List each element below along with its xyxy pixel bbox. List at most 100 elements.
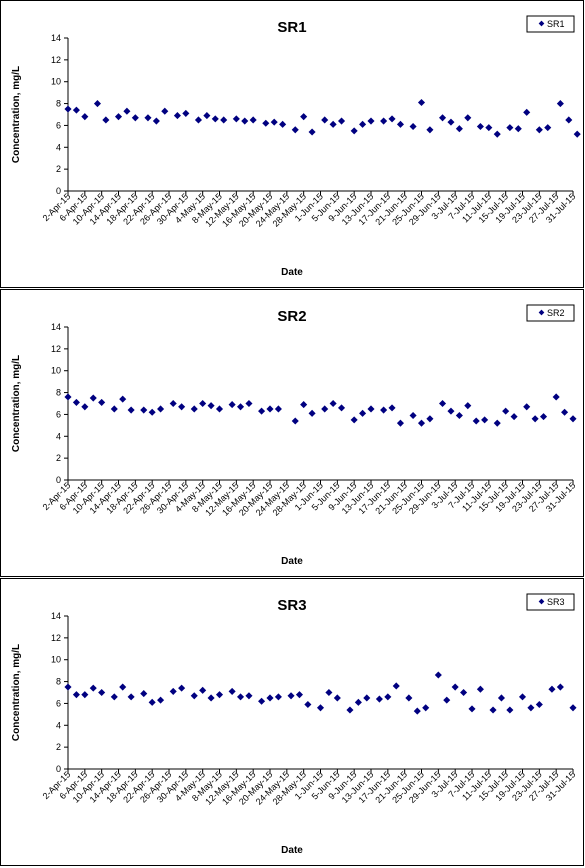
data-point bbox=[380, 117, 388, 125]
data-point bbox=[291, 417, 299, 425]
data-point bbox=[527, 704, 535, 712]
y-tick-label: 4 bbox=[56, 142, 61, 152]
data-point bbox=[144, 114, 152, 122]
data-point bbox=[215, 691, 224, 699]
data-point bbox=[531, 415, 539, 423]
data-point bbox=[123, 107, 131, 115]
data-point bbox=[502, 407, 510, 415]
data-point bbox=[228, 401, 236, 409]
legend-box bbox=[526, 593, 575, 611]
data-point bbox=[493, 419, 501, 427]
legend-marker bbox=[538, 598, 545, 605]
y-tick-label: 2 bbox=[56, 453, 61, 463]
y-tick-label: 6 bbox=[56, 120, 61, 130]
data-point bbox=[321, 116, 329, 124]
data-point bbox=[199, 686, 207, 694]
data-point bbox=[110, 405, 118, 413]
data-point bbox=[417, 419, 426, 427]
data-point bbox=[514, 125, 522, 133]
data-point bbox=[249, 116, 257, 124]
data-point bbox=[178, 403, 186, 411]
data-point bbox=[451, 683, 459, 691]
data-point bbox=[98, 688, 106, 697]
data-point bbox=[476, 685, 484, 693]
data-point bbox=[64, 683, 72, 691]
data-point bbox=[333, 694, 341, 702]
data-point bbox=[194, 116, 202, 124]
x-axis-title: Date bbox=[281, 267, 303, 278]
data-point bbox=[485, 124, 493, 132]
y-tick-label: 8 bbox=[56, 677, 61, 687]
data-point bbox=[346, 706, 354, 714]
data-point bbox=[422, 704, 430, 712]
data-point bbox=[439, 114, 447, 122]
data-point bbox=[506, 706, 514, 714]
data-point bbox=[169, 399, 177, 408]
data-point bbox=[392, 682, 400, 690]
data-point bbox=[178, 684, 186, 692]
data-point bbox=[161, 107, 169, 115]
data-point bbox=[287, 692, 295, 700]
data-point bbox=[417, 98, 426, 107]
y-tick-label: 14 bbox=[51, 33, 61, 43]
data-point bbox=[304, 700, 312, 709]
data-point bbox=[127, 406, 135, 414]
data-point bbox=[228, 687, 236, 695]
data-point bbox=[119, 683, 127, 691]
data-point bbox=[291, 126, 299, 134]
y-tick-label: 6 bbox=[56, 409, 61, 419]
data-point bbox=[325, 688, 333, 697]
data-point bbox=[316, 704, 325, 712]
data-point bbox=[367, 117, 375, 125]
data-point bbox=[359, 120, 367, 128]
y-axis-title: Concentration, mg/L bbox=[11, 355, 22, 452]
data-point bbox=[173, 112, 181, 120]
data-point bbox=[380, 406, 388, 414]
y-axis-title: Concentration, mg/L bbox=[11, 644, 22, 741]
data-point bbox=[350, 416, 358, 424]
data-point bbox=[274, 405, 282, 413]
data-point bbox=[279, 120, 287, 128]
data-point bbox=[72, 106, 80, 114]
y-axis-title: Concentration, mg/L bbox=[11, 66, 22, 163]
data-point bbox=[245, 692, 253, 700]
y-tick-label: 10 bbox=[51, 366, 61, 376]
y-tick-label: 10 bbox=[51, 77, 61, 87]
data-point bbox=[359, 409, 367, 417]
data-point bbox=[270, 118, 278, 126]
data-point bbox=[338, 117, 346, 125]
data-point bbox=[464, 402, 472, 410]
data-point bbox=[203, 112, 211, 120]
y-tick-label: 10 bbox=[51, 655, 61, 665]
y-tick-label: 8 bbox=[56, 99, 61, 109]
data-point bbox=[405, 694, 413, 702]
data-point bbox=[476, 122, 484, 131]
data-point bbox=[114, 113, 123, 121]
y-tick-label: 2 bbox=[56, 164, 61, 174]
data-point bbox=[81, 691, 89, 699]
y-tick-label: 6 bbox=[56, 698, 61, 708]
data-point bbox=[72, 398, 80, 406]
y-tick-label: 12 bbox=[51, 55, 61, 65]
data-point bbox=[497, 694, 505, 702]
y-tick-label: 4 bbox=[56, 431, 61, 441]
data-point bbox=[148, 698, 156, 706]
x-axis-title: Date bbox=[281, 845, 303, 856]
data-point bbox=[464, 114, 472, 122]
legend-marker bbox=[538, 20, 545, 27]
data-point bbox=[375, 695, 383, 703]
legend-box bbox=[526, 304, 575, 322]
data-point bbox=[148, 408, 156, 416]
data-point bbox=[211, 115, 219, 123]
data-point bbox=[300, 401, 308, 409]
data-point bbox=[98, 398, 106, 406]
data-point bbox=[556, 683, 564, 691]
chart-panel-sr1: SR1 0 2 4 6 8 10 12 14 2-Apr-15 6-Apr-15 10-Apr-15 1… bbox=[0, 0, 584, 288]
data-point bbox=[199, 399, 207, 408]
data-point bbox=[241, 117, 249, 125]
legend-label: SR3 bbox=[547, 597, 565, 607]
legend-marker bbox=[538, 309, 545, 316]
data-point bbox=[157, 405, 165, 413]
data-point bbox=[81, 403, 89, 411]
data-point bbox=[152, 117, 160, 125]
